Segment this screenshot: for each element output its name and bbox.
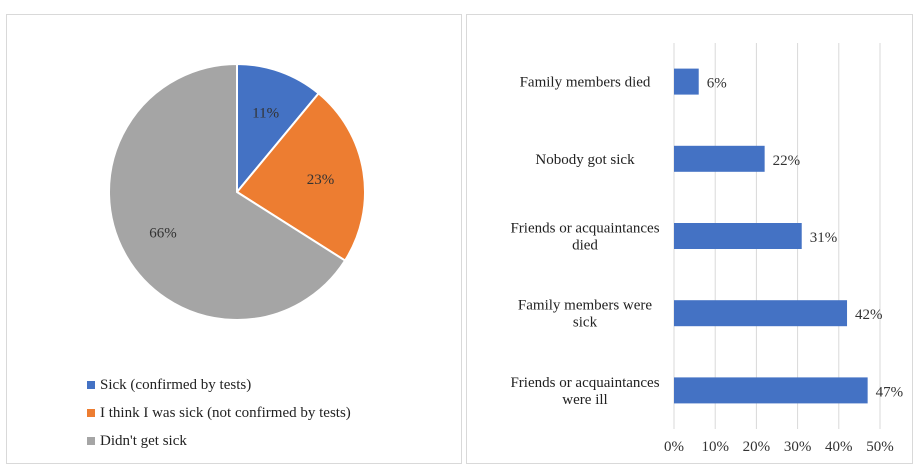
- y-category-label-family-members-died: Family members died: [520, 75, 651, 91]
- pie-chart-panel: 11% 23% 66% Sick (confirmed by tests) I th…: [6, 14, 462, 464]
- x-tick-label: 10%: [701, 439, 729, 455]
- x-tick-label: 20%: [743, 439, 771, 455]
- x-tick-label: 50%: [866, 439, 894, 455]
- legend-swatch-not-sick: [87, 437, 95, 445]
- bar-family-members-died: [674, 68, 699, 95]
- legend-label-unconfirmed: I think I was sick (not confirmed by tes…: [100, 404, 351, 421]
- x-tick-label: 0%: [664, 439, 684, 455]
- pie-chart: 11% 23% 66%: [108, 62, 366, 321]
- legend-swatch-confirmed: [87, 381, 95, 389]
- pie-slice-i-think-i-was-sick-not-confirmed-by-tests: [235, 91, 366, 262]
- legend-item-not-sick: Didn't get sick: [87, 427, 351, 455]
- bar-nobody-got-sick: [674, 145, 765, 172]
- legend-label-not-sick: Didn't get sick: [100, 432, 187, 449]
- pie-legend: Sick (confirmed by tests) I think I was …: [87, 371, 351, 455]
- bar-chart: 0% 10% 20% 30% 40% 50% 6% Family members died 22…: [510, 43, 904, 455]
- legend-label-confirmed: Sick (confirmed by tests): [100, 376, 252, 393]
- bar-data-label-friends-or-acquaintances-were-ill: 47%: [876, 384, 904, 400]
- pie-slice-didn-t-get-sick: [108, 62, 347, 321]
- pie-data-label-i-think-i-was-sick-not-confirmed-by-tests: 23%: [307, 172, 335, 188]
- x-tick-label: 30%: [784, 439, 812, 455]
- bar-data-label-family-members-died: 6%: [707, 76, 727, 92]
- y-category-label-friends-or-acquaintances-were-ill: Friends or acquaintances were ill: [510, 375, 659, 408]
- y-category-label-friends-or-acquaintances-died: Friends or acquaintances died: [510, 221, 659, 254]
- y-category-label-family-members-were-sick: Family members were sick: [518, 298, 652, 331]
- bar-friends-or-acquaintances-were-ill: [674, 377, 868, 404]
- legend-swatch-unconfirmed: [87, 409, 95, 417]
- bar-data-label-nobody-got-sick: 22%: [773, 153, 801, 169]
- pie-slice-sick-confirmed-by-tests: [236, 62, 320, 195]
- legend-item-unconfirmed: I think I was sick (not confirmed by tes…: [87, 399, 351, 427]
- y-category-label-nobody-got-sick: Nobody got sick: [535, 152, 635, 168]
- bar-data-label-family-members-were-sick: 42%: [855, 307, 883, 323]
- bar-family-members-were-sick: [674, 300, 848, 327]
- pie-data-label-sick-confirmed-by-tests: 11%: [252, 106, 279, 122]
- bar-friends-or-acquaintances-died: [674, 223, 802, 249]
- bar-chart-panel: 0% 10% 20% 30% 40% 50% 6% Family members died 22…: [466, 14, 913, 464]
- legend-item-confirmed: Sick (confirmed by tests): [87, 371, 351, 399]
- x-tick-label: 40%: [825, 439, 853, 455]
- bar-data-label-friends-or-acquaintances-died: 31%: [810, 230, 838, 246]
- pie-data-label-didn-t-get-sick: 66%: [149, 226, 177, 242]
